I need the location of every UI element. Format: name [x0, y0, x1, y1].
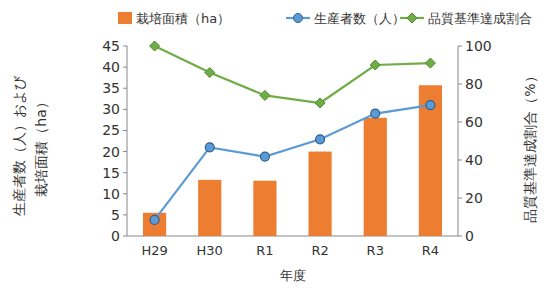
x-axis-title: 年度 — [280, 268, 306, 283]
marker — [315, 98, 325, 108]
legend-item: 栽培面積（ha） — [118, 11, 230, 26]
marker — [425, 58, 435, 68]
legend-swatch — [118, 12, 132, 24]
y-tick-label: 25 — [102, 122, 120, 138]
y2-axis-title: 品質基準達成割合（%） — [522, 69, 538, 222]
legend-item: 生産者数（人） — [286, 11, 405, 26]
y-axis-title: 生産者数（人）および — [11, 75, 27, 216]
y-tick — [123, 88, 127, 89]
y-axis — [127, 46, 128, 236]
y-tick-label: 10 — [102, 186, 120, 202]
x-tick-label: R2 — [311, 243, 328, 258]
legend-label: 栽培面積（ha） — [136, 11, 230, 26]
y-tick-label: 45 — [102, 38, 120, 54]
x-tick-label: R4 — [422, 243, 439, 258]
y-tick — [123, 214, 127, 215]
x-axis — [127, 236, 458, 237]
marker — [205, 68, 215, 78]
y-tick — [123, 236, 127, 237]
legend-marker — [294, 14, 303, 23]
x-tick-label: R3 — [367, 243, 384, 258]
y-tick — [123, 172, 127, 173]
y-tick-label: 30 — [102, 101, 120, 117]
legend-label: 品質基準達成割合 — [428, 11, 532, 26]
y2-tick-label: 0 — [465, 228, 474, 244]
line — [155, 46, 431, 103]
y2-tick-label: 40 — [465, 152, 483, 168]
legend-marker — [407, 13, 417, 23]
y2-tick-label: 80 — [465, 76, 483, 92]
y-tick — [123, 67, 127, 68]
y-tick — [123, 109, 127, 110]
marker — [205, 143, 214, 152]
y-tick-label: 0 — [111, 228, 120, 244]
y-tick-label: 35 — [102, 80, 120, 96]
bar — [198, 180, 221, 236]
y-tick — [123, 193, 127, 194]
x-tick-label: H29 — [141, 243, 167, 258]
y-tick — [123, 151, 127, 152]
bar — [308, 152, 331, 236]
marker — [150, 41, 160, 51]
y-tick-label: 5 — [111, 207, 120, 223]
bar — [419, 85, 442, 236]
chart: 0 5 10 15 20 25 30 35 40 45 0 20 40 60 80 100 H29 H30 R1 R2… — [0, 0, 555, 300]
bar — [364, 118, 387, 236]
y2-tick — [458, 122, 462, 123]
marker — [260, 152, 269, 161]
y2-tick — [458, 84, 462, 85]
x-tick-label: R1 — [256, 243, 273, 258]
y2-tick — [458, 236, 462, 237]
legend-label: 生産者数（人） — [314, 11, 405, 26]
bar — [143, 213, 166, 236]
y-tick — [123, 46, 127, 47]
y2-tick-label: 100 — [465, 38, 492, 54]
marker — [370, 60, 380, 70]
plot-area — [143, 41, 442, 236]
y2-tick — [458, 198, 462, 199]
y2-tick — [458, 160, 462, 161]
y-tick-label: 20 — [102, 144, 120, 160]
y-tick-label: 40 — [102, 59, 120, 75]
marker — [426, 101, 435, 110]
y2-tick-label: 20 — [465, 190, 483, 206]
bar — [253, 181, 276, 236]
line — [155, 105, 431, 220]
y-axis-title: 栽培面積（ha） — [33, 95, 49, 196]
legend-item: 品質基準達成割合 — [400, 11, 532, 26]
y2-tick-label: 60 — [465, 114, 483, 130]
y-tick — [123, 130, 127, 131]
y-tick-label: 15 — [102, 165, 120, 181]
x-tick-label: H30 — [197, 243, 223, 258]
marker — [316, 135, 325, 144]
y2-axis — [458, 46, 459, 236]
marker — [150, 215, 159, 224]
marker — [260, 90, 270, 100]
marker — [371, 109, 380, 118]
y2-tick — [458, 46, 462, 47]
